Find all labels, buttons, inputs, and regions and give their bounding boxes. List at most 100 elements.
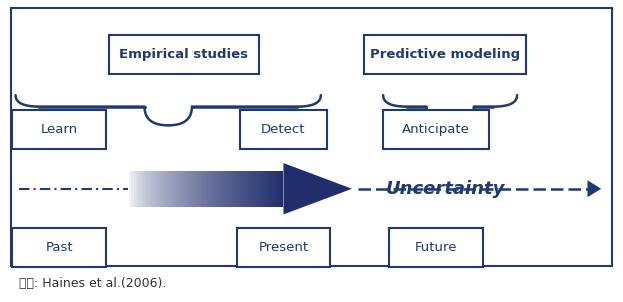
Polygon shape (169, 171, 171, 207)
Polygon shape (273, 171, 274, 207)
Polygon shape (138, 171, 140, 207)
Polygon shape (201, 171, 202, 207)
Polygon shape (137, 171, 138, 207)
Polygon shape (274, 171, 275, 207)
Polygon shape (247, 171, 249, 207)
Polygon shape (265, 171, 267, 207)
Polygon shape (282, 171, 283, 207)
FancyBboxPatch shape (12, 110, 106, 149)
Polygon shape (238, 171, 240, 207)
Polygon shape (587, 180, 601, 197)
Text: Empirical studies: Empirical studies (119, 48, 249, 61)
Polygon shape (213, 171, 215, 207)
Polygon shape (181, 171, 182, 207)
Polygon shape (153, 171, 155, 207)
Polygon shape (156, 171, 157, 207)
Polygon shape (163, 171, 165, 207)
Polygon shape (204, 171, 206, 207)
Polygon shape (143, 171, 145, 207)
Polygon shape (250, 171, 252, 207)
Polygon shape (145, 171, 146, 207)
Polygon shape (162, 171, 163, 207)
Text: 자료: Haines et al.(2006).: 자료: Haines et al.(2006). (19, 277, 166, 290)
FancyBboxPatch shape (237, 228, 330, 267)
Polygon shape (155, 171, 156, 207)
Text: Learn: Learn (40, 123, 78, 137)
FancyBboxPatch shape (389, 228, 483, 267)
Text: Anticipate: Anticipate (402, 123, 470, 137)
Text: Predictive modeling: Predictive modeling (371, 48, 520, 61)
Polygon shape (269, 171, 271, 207)
Polygon shape (231, 171, 232, 207)
Polygon shape (223, 171, 224, 207)
Polygon shape (184, 171, 186, 207)
Polygon shape (246, 171, 247, 207)
Polygon shape (240, 171, 241, 207)
Polygon shape (130, 171, 131, 207)
Polygon shape (159, 171, 161, 207)
Polygon shape (227, 171, 229, 207)
Text: Present: Present (259, 241, 308, 254)
Polygon shape (219, 171, 221, 207)
Polygon shape (229, 171, 231, 207)
Polygon shape (192, 171, 193, 207)
Polygon shape (271, 171, 273, 207)
Polygon shape (157, 171, 159, 207)
Polygon shape (206, 171, 207, 207)
Polygon shape (268, 171, 269, 207)
Polygon shape (235, 171, 237, 207)
Text: Past: Past (45, 241, 73, 254)
FancyBboxPatch shape (383, 110, 489, 149)
Polygon shape (207, 171, 209, 207)
Polygon shape (217, 171, 218, 207)
Polygon shape (211, 171, 212, 207)
Polygon shape (186, 171, 187, 207)
Polygon shape (151, 171, 153, 207)
Polygon shape (166, 171, 168, 207)
Polygon shape (280, 171, 282, 207)
Polygon shape (161, 171, 162, 207)
Polygon shape (283, 163, 352, 214)
FancyBboxPatch shape (240, 110, 327, 149)
Polygon shape (165, 171, 166, 207)
Text: Detect: Detect (261, 123, 306, 137)
Polygon shape (277, 171, 279, 207)
Polygon shape (176, 171, 178, 207)
Text: Uncertainty: Uncertainty (386, 180, 506, 198)
Polygon shape (218, 171, 219, 207)
FancyBboxPatch shape (109, 35, 259, 74)
Polygon shape (174, 171, 176, 207)
Polygon shape (136, 171, 137, 207)
Polygon shape (209, 171, 211, 207)
Polygon shape (146, 171, 148, 207)
Polygon shape (275, 171, 277, 207)
Polygon shape (244, 171, 246, 207)
Polygon shape (254, 171, 255, 207)
Polygon shape (134, 171, 136, 207)
Polygon shape (132, 171, 134, 207)
Polygon shape (232, 171, 234, 207)
Polygon shape (140, 171, 141, 207)
Polygon shape (196, 171, 198, 207)
Polygon shape (182, 171, 184, 207)
Polygon shape (193, 171, 194, 207)
Polygon shape (131, 171, 132, 207)
Polygon shape (267, 171, 268, 207)
Polygon shape (187, 171, 188, 207)
Polygon shape (171, 171, 173, 207)
Polygon shape (150, 171, 151, 207)
FancyBboxPatch shape (12, 228, 106, 267)
Polygon shape (148, 171, 150, 207)
Polygon shape (224, 171, 226, 207)
Polygon shape (202, 171, 204, 207)
Polygon shape (190, 171, 192, 207)
Polygon shape (252, 171, 254, 207)
Polygon shape (237, 171, 238, 207)
Polygon shape (198, 171, 199, 207)
Polygon shape (194, 171, 196, 207)
Polygon shape (241, 171, 243, 207)
Polygon shape (128, 171, 130, 207)
Polygon shape (279, 171, 280, 207)
Polygon shape (243, 171, 244, 207)
Polygon shape (263, 171, 265, 207)
